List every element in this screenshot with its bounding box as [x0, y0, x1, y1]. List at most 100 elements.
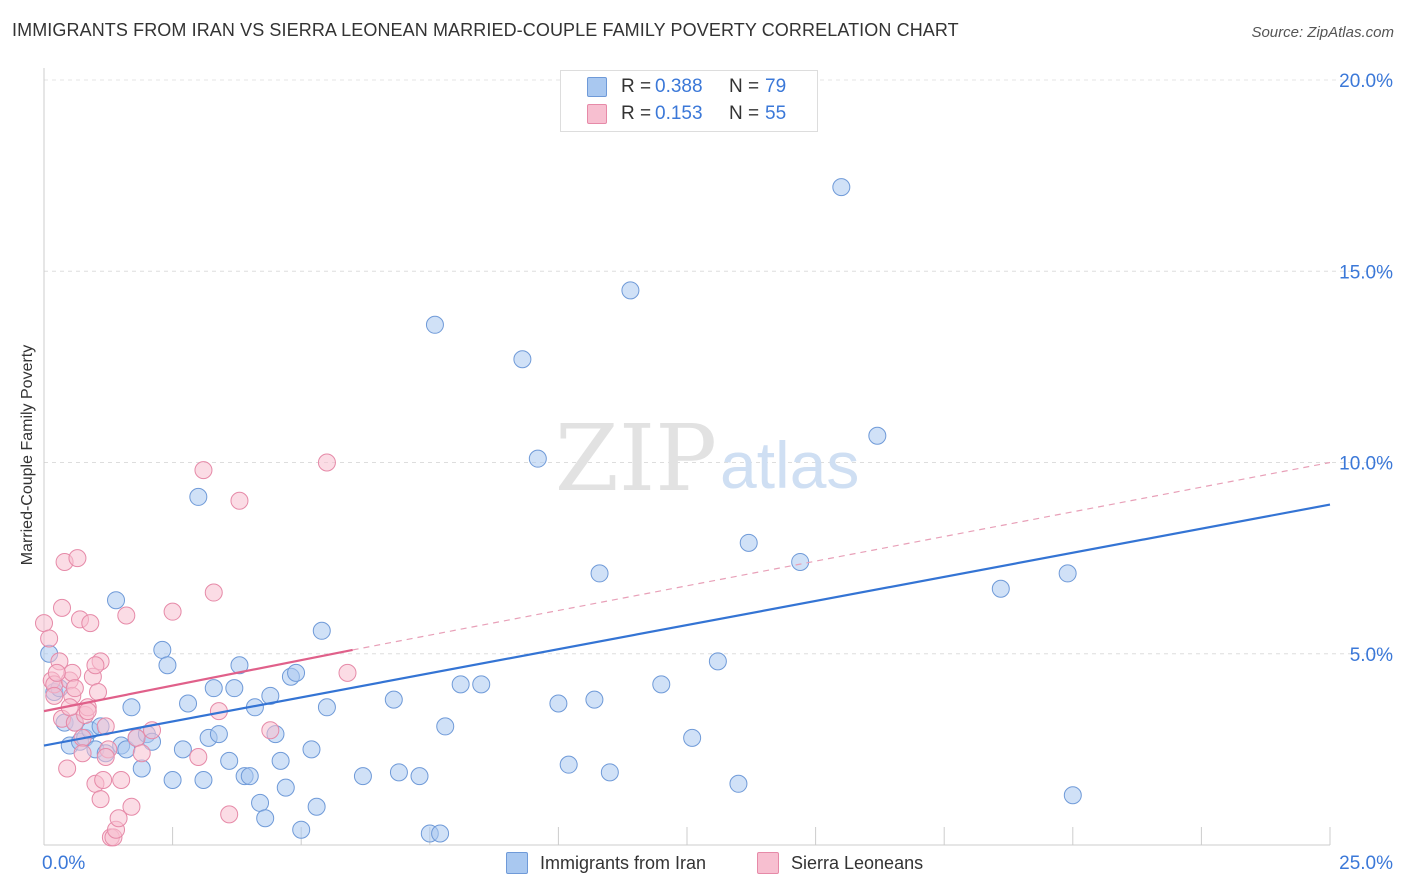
sierra-leonean-trend-line: [43, 648, 353, 713]
iran-point: [189, 487, 208, 506]
iran-point: [389, 763, 408, 782]
y-tick-label: 10.0%: [1339, 454, 1393, 475]
iran-point: [600, 763, 619, 782]
legend-n-value: 55: [765, 103, 787, 124]
iran-point: [451, 675, 470, 694]
iran-point: [153, 640, 172, 659]
sierra-leonean-point: [78, 702, 97, 721]
legend-r-value: 0.153: [655, 103, 703, 124]
iran-point: [431, 824, 450, 843]
sierra-leonean-point: [204, 583, 223, 602]
iran-point: [194, 770, 213, 789]
sierra-leonean-point: [96, 748, 115, 767]
iran-point: [410, 767, 429, 786]
legend-row-iran: R = 0.388 N = 79: [587, 76, 839, 98]
sierra-leonean-point: [47, 663, 66, 682]
sierra-leonean-point: [122, 797, 141, 816]
sierra-leonean-point: [317, 453, 336, 472]
iran-point: [204, 679, 223, 698]
iran-point: [1063, 786, 1082, 805]
watermark: ZIP atlas: [555, 405, 860, 512]
sierra-leonean-point: [45, 686, 64, 705]
iran-point: [652, 675, 671, 694]
iran-trend-line: [43, 503, 1331, 747]
iran-point: [739, 533, 758, 552]
source-label: Source: ZipAtlas.com: [1251, 24, 1394, 41]
iran-point: [209, 725, 228, 744]
sierra-leonean-point: [127, 728, 146, 747]
iran-point: [225, 679, 244, 698]
series-sierra-leonean-points: [35, 453, 357, 847]
sierra-leonean-point: [94, 770, 113, 789]
iran-point: [585, 690, 604, 709]
legend: R = 0.388 N = 79 R = 0.153 N = 55: [560, 70, 818, 132]
sierra-leonean-point: [63, 663, 82, 682]
x-tick-label: 25.0%: [1339, 853, 1393, 874]
sierra-leonean-point: [86, 656, 105, 675]
sierra-leonean-point: [117, 606, 136, 625]
iran-point: [513, 350, 532, 369]
iran-point: [683, 728, 702, 747]
legend-n-value: 79: [765, 76, 787, 97]
iran-point: [528, 449, 547, 468]
sierra-leonean-point: [40, 629, 59, 648]
iran-point: [559, 755, 578, 774]
chart-title: IMMIGRANTS FROM IRAN VS SIERRA LEONEAN M…: [12, 20, 959, 40]
iran-point: [271, 751, 290, 770]
sierra-leonean-point: [89, 683, 108, 701]
iran-point: [107, 591, 126, 610]
sierra-leonean-point: [65, 679, 84, 698]
iran-point: [384, 690, 403, 709]
iran-point: [708, 652, 727, 671]
y-tick-label: 15.0%: [1339, 262, 1393, 283]
iran-point: [292, 820, 311, 839]
sierra-leonean-point: [68, 549, 87, 568]
legend-swatch-iran: [587, 77, 607, 97]
iran-point: [868, 426, 887, 445]
iran-point: [132, 759, 151, 778]
sierra-leonean-point: [58, 759, 77, 778]
iran-point: [1058, 564, 1077, 583]
iran-point: [729, 774, 748, 793]
iran-point: [173, 740, 192, 759]
iran-point: [621, 281, 640, 300]
iran-point: [287, 663, 306, 682]
legend-row-sierra-leonean: R = 0.153 N = 55: [587, 103, 839, 125]
iran-point: [991, 579, 1010, 598]
sierra-leonean-point: [261, 721, 280, 740]
iran-point: [179, 694, 198, 713]
sierra-leonean-point: [81, 614, 100, 633]
sierra-leonean-trend-extension: [352, 461, 1331, 651]
y-tick-label: 20.0%: [1339, 71, 1393, 92]
bottom-legend-label-iran: Immigrants from Iran: [540, 852, 707, 873]
iran-point: [163, 770, 182, 789]
sierra-leonean-point: [109, 809, 128, 828]
sierra-leonean-point: [230, 491, 249, 510]
iran-point: [220, 751, 239, 770]
iran-point: [256, 809, 275, 828]
legend-swatch-sierra-leonean: [587, 104, 607, 124]
sierra-leonean-point: [194, 461, 213, 480]
legend-r-value: 0.388: [655, 76, 703, 97]
iran-point: [791, 552, 810, 571]
sierra-leonean-point: [163, 602, 182, 621]
iran-point: [276, 778, 295, 797]
y-tick-label: 5.0%: [1350, 645, 1393, 666]
bottom-legend-label-sierra-leonean: Sierra Leoneans: [791, 852, 924, 873]
sierra-leonean-point: [338, 663, 357, 682]
watermark-atlas: atlas: [720, 428, 859, 502]
iran-point: [312, 621, 331, 640]
iran-point: [353, 767, 372, 786]
iran-point: [590, 564, 609, 583]
bottom-legend-swatch-iran: [506, 852, 528, 874]
trend-lines: [43, 461, 1331, 747]
iran-point: [158, 656, 177, 675]
bottom-legend-swatch-sierra-leonean: [757, 852, 779, 874]
iran-point: [832, 178, 851, 197]
sierra-leonean-point: [112, 770, 131, 789]
sierra-leonean-point: [35, 614, 53, 633]
iran-point: [122, 698, 141, 717]
bottom-legend-sierra-leonean: Sierra Leoneans: [757, 852, 923, 874]
iran-point: [307, 797, 326, 816]
